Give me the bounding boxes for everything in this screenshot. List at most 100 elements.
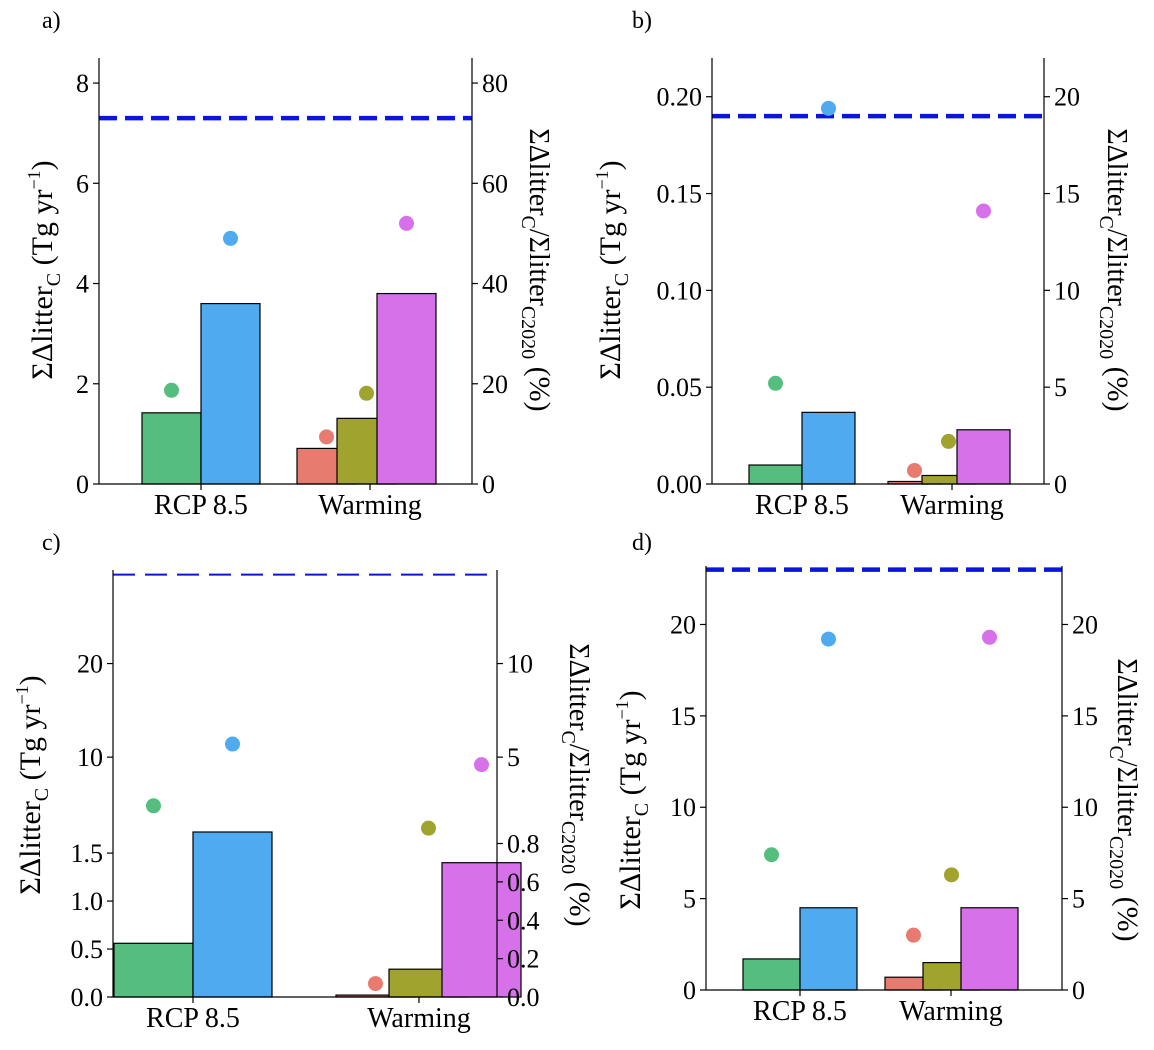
panel-b-label: b) bbox=[632, 8, 652, 34]
panel-a-bar-warm_3 bbox=[376, 292, 437, 485]
panel-c-category-label: RCP 8.5 bbox=[146, 1003, 240, 1034]
label-part: (%) bbox=[1111, 889, 1144, 941]
label-part: −1 bbox=[12, 685, 32, 704]
label-part: C bbox=[611, 273, 633, 286]
panel-a-point-warm_1 bbox=[319, 429, 334, 445]
label-part: (Tg yr bbox=[594, 190, 627, 273]
panel-a-category-label: Warming bbox=[318, 490, 422, 521]
panel-d-category-label: Warming bbox=[899, 996, 1003, 1027]
panel-d-right-tick-label: 20 bbox=[1072, 610, 1098, 639]
label-part: C bbox=[557, 731, 579, 744]
label-part: /Σlitter bbox=[523, 229, 554, 307]
panel-c-lower-bar-rcp_low bbox=[113, 942, 194, 998]
panel-a-right-tick-label: 20 bbox=[482, 370, 508, 399]
panel-a-y-label-left: ΣΔlitterC (Tg yr−1) bbox=[24, 160, 65, 379]
label-part: −1 bbox=[592, 170, 612, 189]
panel-b-left-tick-label: 0.15 bbox=[657, 180, 703, 209]
panel-b: b) 0.00 0.05 0.10 0.15 0.20 0 5 10 15 20 RCP 8.5 War… bbox=[592, 8, 1134, 521]
label-part: (Tg yr bbox=[614, 720, 647, 803]
panel-d-point-warm_3 bbox=[982, 629, 997, 645]
panel-c-lower-right-tick-label: 0.0 bbox=[507, 983, 540, 1012]
panel-d-category-label: RCP 8.5 bbox=[753, 996, 847, 1027]
label-part: (%) bbox=[523, 359, 556, 411]
panel-a-point-rcp_low bbox=[164, 382, 179, 398]
panel-c-lower-left-tick-label: 1.0 bbox=[71, 887, 104, 916]
panel-c-upper-right-tick-label: 5 bbox=[507, 743, 520, 772]
panel-b-left-tick-label: 0.20 bbox=[657, 83, 703, 112]
panel-d-point-warm_2 bbox=[944, 867, 959, 883]
panel-a-left-tick-label: 2 bbox=[76, 370, 89, 399]
label-part: ΣΔlitter bbox=[1101, 128, 1132, 216]
panel-b-bar-warm_3 bbox=[956, 429, 1011, 485]
panel-c-upper-point-rcp_low bbox=[146, 798, 161, 814]
panel-b-point-rcp_high bbox=[821, 100, 836, 116]
label-part: C bbox=[1095, 216, 1117, 229]
panel-d-left-tick-label: 10 bbox=[670, 793, 696, 822]
panel-b-category-label: RCP 8.5 bbox=[755, 490, 849, 521]
panel-b-right-tick-label: 15 bbox=[1054, 180, 1080, 209]
label-part: C bbox=[1105, 746, 1127, 759]
panel-b-right-tick-label: 10 bbox=[1054, 276, 1080, 305]
label-part: (%) bbox=[1101, 359, 1134, 411]
panel-c-upper-right-tick-label: 10 bbox=[507, 650, 533, 679]
panel-c-y-label-right: ΣΔlitterC/ΣlitterC2020 (%) bbox=[557, 643, 596, 926]
panel-b-bar-rcp_high bbox=[801, 411, 856, 485]
panel-b-bar-rcp_low bbox=[748, 464, 803, 485]
label-part: ) bbox=[26, 160, 59, 170]
panel-c: c) 10 20 5 10 0.0 0.5 1.0 1.5 0.0 0.2 0.4 0.6 0.8 RCP … bbox=[12, 530, 596, 1034]
panel-c-lower-bar-warm_3 bbox=[441, 862, 522, 998]
panel-d: d) 0 5 10 15 20 0 5 10 15 20 RCP 8.5 Warming ΣΔlitter… bbox=[612, 530, 1144, 1027]
panel-b-y-label-left: ΣΔlitterC (Tg yr−1) bbox=[592, 160, 633, 379]
panel-d-right-tick-label: 5 bbox=[1072, 885, 1085, 914]
label-part: (Tg yr bbox=[26, 190, 59, 273]
panel-c-y-label-left: ΣΔlitterC (Tg yr−1) bbox=[12, 675, 53, 894]
panel-c-lower-right-tick-label: 0.8 bbox=[507, 830, 540, 859]
label-part: (Tg yr bbox=[14, 705, 47, 788]
panel-d-left-tick-label: 20 bbox=[670, 610, 696, 639]
panel-c-lower-right-tick-label: 0.6 bbox=[507, 868, 540, 897]
label-part: C bbox=[517, 216, 539, 229]
label-part: ) bbox=[614, 690, 647, 700]
panel-a-left-tick-label: 6 bbox=[76, 169, 89, 198]
panel-b-y-label-right: ΣΔlitterC/ΣlitterC2020 (%) bbox=[1095, 128, 1134, 411]
panel-a-right-tick-label: 60 bbox=[482, 169, 508, 198]
panel-a-point-warm_3 bbox=[399, 215, 414, 231]
panel-c-label: c) bbox=[42, 530, 61, 556]
panel-a-left-tick-label: 4 bbox=[76, 270, 89, 299]
panel-a-left-tick-label: 0 bbox=[76, 470, 89, 499]
panel-b-right-tick-label: 5 bbox=[1054, 373, 1067, 402]
panel-d-left-tick-label: 0 bbox=[683, 976, 696, 1005]
label-part: −1 bbox=[24, 170, 44, 189]
panel-b-left-tick-label: 0.00 bbox=[657, 470, 703, 499]
label-part: C bbox=[31, 788, 53, 801]
panel-d-right-tick-label: 0 bbox=[1072, 976, 1085, 1005]
panel-b-point-warm_1 bbox=[907, 462, 922, 478]
panel-c-category-label: Warming bbox=[367, 1003, 471, 1034]
label-part: ΣΔlitter bbox=[594, 286, 627, 379]
panel-a-right-tick-label: 0 bbox=[482, 470, 495, 499]
panel-d-bar-warm_3 bbox=[960, 907, 1019, 991]
panel-c-lower-bar-rcp_high bbox=[192, 831, 273, 998]
panel-d-point-warm_1 bbox=[906, 927, 921, 943]
panel-a-left-tick-label: 8 bbox=[76, 69, 89, 98]
label-part: ΣΔlitter bbox=[523, 128, 554, 216]
panel-b-point-warm_2 bbox=[941, 433, 956, 449]
panel-c-lower-right-tick-label: 0.4 bbox=[507, 906, 540, 935]
label-part: ΣΔlitter bbox=[14, 801, 47, 894]
label-part: ) bbox=[14, 675, 47, 685]
label-part: C2020 bbox=[1095, 306, 1117, 359]
label-part: /Σlitter bbox=[1101, 229, 1132, 307]
label-part: /Σlitter bbox=[563, 744, 594, 822]
label-part: C2020 bbox=[557, 821, 579, 874]
panel-d-left-tick-label: 5 bbox=[683, 885, 696, 914]
panel-a-category-label: RCP 8.5 bbox=[154, 490, 248, 521]
panel-d-right-tick-label: 10 bbox=[1072, 793, 1098, 822]
panel-c-lower-left-tick-label: 0.0 bbox=[71, 983, 104, 1012]
panel-a-label: a) bbox=[42, 8, 61, 34]
label-part: ΣΔlitter bbox=[1111, 658, 1142, 746]
label-part: C2020 bbox=[517, 306, 539, 359]
panel-c-upper-left-tick-label: 10 bbox=[77, 743, 103, 772]
panel-d-bar-rcp_low bbox=[742, 958, 801, 991]
label-part: C bbox=[43, 273, 65, 286]
